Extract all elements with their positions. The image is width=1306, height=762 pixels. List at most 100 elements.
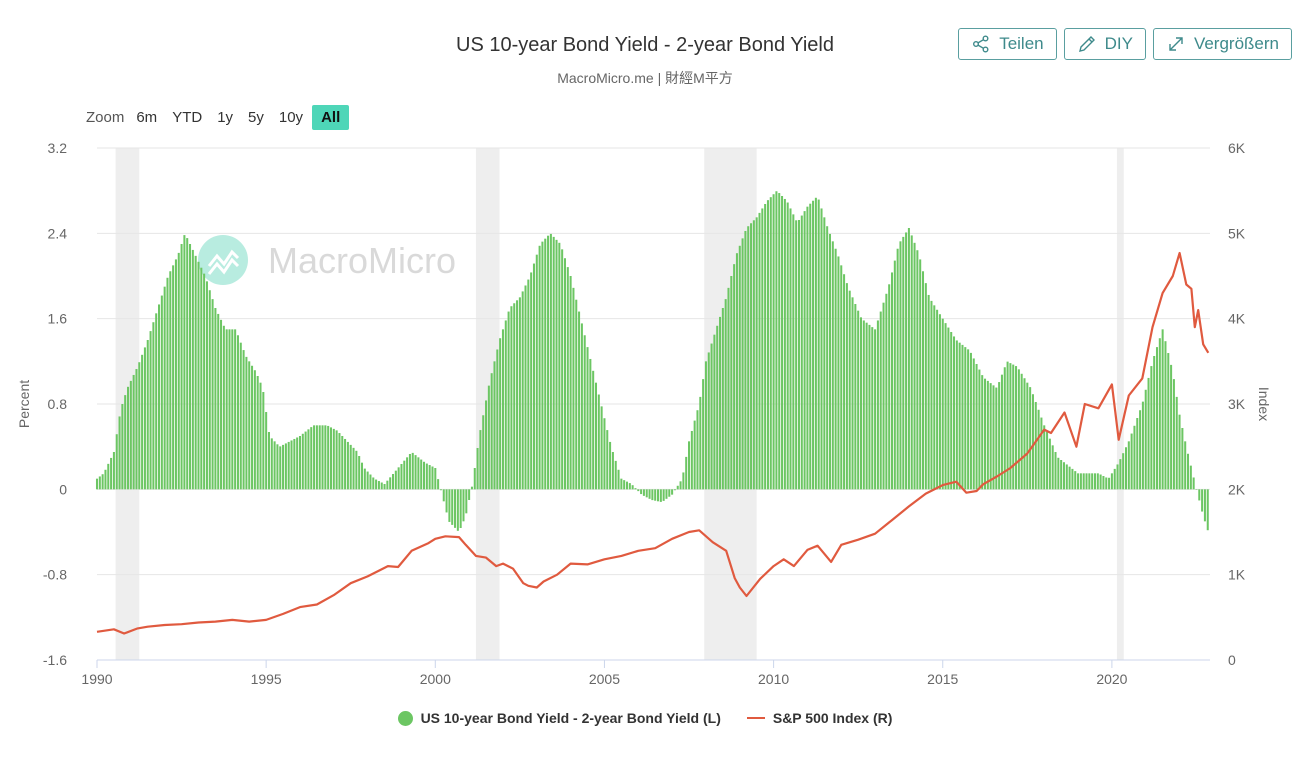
spread-bar <box>969 352 972 490</box>
spread-bar <box>146 340 149 490</box>
spread-bar <box>358 456 361 490</box>
spread-bar <box>859 317 863 490</box>
spread-bar <box>1026 382 1029 490</box>
spread-bar <box>420 459 423 490</box>
spread-bar <box>1054 452 1057 490</box>
spread-bar <box>1110 473 1113 490</box>
watermark: MacroMicro <box>198 235 456 285</box>
spread-bar <box>913 242 916 490</box>
enlarge-button[interactable]: Vergrößern <box>1152 28 1292 60</box>
zoom-6m-button[interactable]: 6m <box>136 109 158 126</box>
spread-bar <box>346 441 349 490</box>
spread-bar <box>437 479 440 490</box>
spread-bar <box>360 462 364 490</box>
spread-bar <box>318 425 321 490</box>
legend-item-sp500[interactable]: S&P 500 Index (R) <box>746 710 892 726</box>
spread-bar <box>1031 394 1034 490</box>
share-button[interactable]: Teilen <box>958 28 1057 60</box>
spread-bar <box>563 258 566 490</box>
spread-bar <box>862 320 865 490</box>
spread-bar <box>1192 477 1195 490</box>
zoom-1y-button[interactable]: 1y <box>217 109 234 126</box>
spread-bar <box>651 489 654 501</box>
spread-bar <box>203 273 206 490</box>
legend: US 10-year Bond Yield - 2-year Bond Yiel… <box>0 710 1290 726</box>
spread-bar <box>391 474 395 490</box>
spread-bar <box>888 284 891 490</box>
x-tick-label: 2020 <box>1096 671 1127 687</box>
spread-bar <box>583 335 586 490</box>
spread-bar <box>174 259 177 490</box>
spread-bar <box>186 238 189 490</box>
diy-button[interactable]: DIY <box>1063 28 1146 60</box>
spread-bar <box>121 404 124 490</box>
spread-bar <box>239 342 242 490</box>
spread-bar <box>544 238 547 490</box>
spread-bar <box>800 215 803 490</box>
spread-bar <box>259 382 262 490</box>
spread-bar <box>1172 379 1175 490</box>
right-tick-label: 0 <box>1228 652 1236 668</box>
spread-bar <box>141 354 144 490</box>
spread-bar <box>372 477 375 490</box>
spread-bar <box>304 431 307 490</box>
spread-bar <box>411 452 414 490</box>
spread-bar <box>1099 474 1102 490</box>
spread-bar <box>276 444 279 490</box>
spread-bar <box>769 197 772 490</box>
right-tick-label: 2K <box>1228 481 1246 497</box>
spread-bar <box>676 485 679 490</box>
spread-bar <box>1071 468 1074 490</box>
zoom-5y-button[interactable]: 5y <box>248 109 264 126</box>
spread-bar <box>611 452 614 490</box>
spread-bar <box>637 489 640 492</box>
spread-bar <box>1043 425 1046 490</box>
spread-bar <box>251 365 254 490</box>
spread-bar <box>910 235 913 490</box>
legend-item-bond-spread[interactable]: US 10-year Bond Yield - 2-year Bond Yiel… <box>397 710 721 726</box>
spread-bar <box>521 291 524 490</box>
spread-bar <box>972 358 975 490</box>
spread-bar <box>310 427 313 490</box>
spread-bar <box>1034 402 1037 490</box>
spread-bar <box>1167 353 1170 490</box>
spread-bar <box>110 457 113 490</box>
spread-bar <box>1091 473 1094 490</box>
zoom-10y-button[interactable]: 10y <box>278 109 304 126</box>
spread-bar <box>961 344 964 490</box>
left-tick-label: -1.6 <box>43 652 67 668</box>
spread-bar <box>1119 459 1122 490</box>
legend-dot-icon <box>397 710 413 726</box>
zoom-ytd-button[interactable]: YTD <box>172 109 203 126</box>
spread-bar <box>504 320 507 490</box>
spread-bar <box>166 277 169 490</box>
legend-line-icon <box>746 717 765 719</box>
spread-bar <box>104 469 107 490</box>
spread-bar <box>180 244 183 490</box>
spread-bar <box>905 232 908 490</box>
spread-bar <box>693 420 696 490</box>
left-tick-label: 0 <box>59 481 67 497</box>
spread-bar <box>403 460 406 490</box>
spread-bar <box>927 294 930 490</box>
spread-bar <box>580 323 583 490</box>
spread-bar <box>1116 464 1119 490</box>
right-tick-label: 3K <box>1228 396 1246 412</box>
spread-bar <box>155 313 158 490</box>
zoom-all-button[interactable]: All <box>312 105 350 130</box>
spread-bar <box>1170 364 1173 490</box>
share-label: Teilen <box>999 34 1044 53</box>
spread-bar <box>124 395 127 490</box>
spread-bar <box>1144 389 1147 490</box>
spread-bar <box>834 248 837 490</box>
spread-bar <box>733 264 736 490</box>
spread-bar <box>425 463 428 490</box>
spread-bar <box>578 311 581 490</box>
spread-bar <box>490 373 493 490</box>
spread-bar <box>645 489 648 498</box>
right-tick-label: 5K <box>1228 225 1246 241</box>
spread-bar <box>826 226 829 490</box>
spread-bar <box>222 325 225 490</box>
spread-bar <box>293 438 296 490</box>
spread-bar <box>950 332 953 490</box>
